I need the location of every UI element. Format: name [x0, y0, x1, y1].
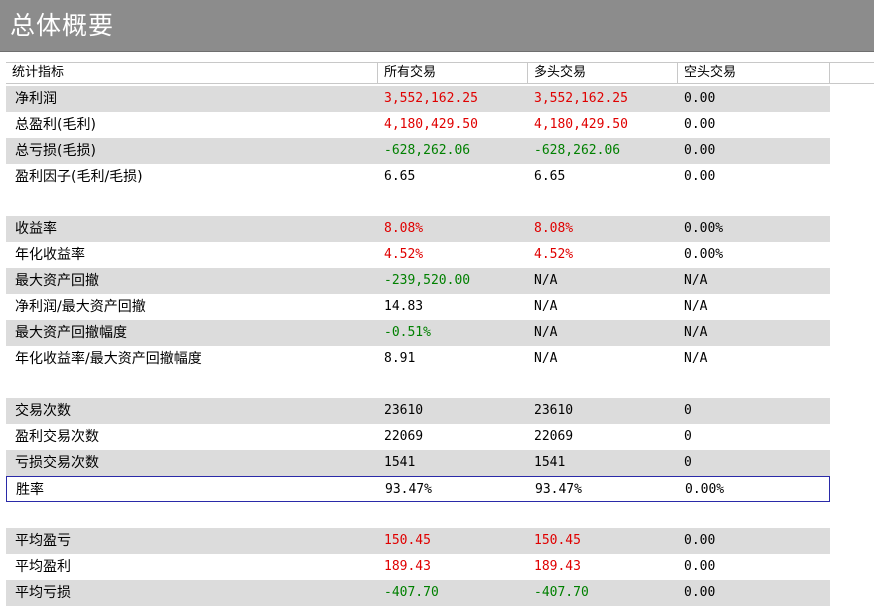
short-trades-value: 0: [684, 403, 692, 418]
all-trades-value: -407.70: [384, 585, 439, 600]
all-trades-value: 8.08%: [384, 221, 424, 236]
all-trades-value: -239,520.00: [384, 273, 471, 288]
metric-label: 平均盈利: [15, 559, 71, 575]
long-trades-value: N/A: [534, 351, 558, 366]
all-trades-value: 1541: [384, 455, 416, 470]
short-trades-value: 0.00%: [684, 247, 724, 262]
all-trades-value: -628,262.06: [384, 143, 471, 158]
table-row[interactable]: 平均盈利 189.43 189.43 0.00: [6, 554, 830, 580]
column-header-short-trades[interactable]: 空头交易: [678, 63, 830, 83]
all-trades-value: 23610: [384, 403, 424, 418]
short-trades-value: 0.00: [684, 169, 716, 184]
short-trades-value: 0.00: [684, 559, 716, 574]
table-row[interactable]: 交易次数 23610 23610 0: [6, 398, 830, 424]
metric-label: 交易次数: [15, 403, 71, 419]
short-trades-value: N/A: [684, 325, 708, 340]
long-trades-value: 8.08%: [534, 221, 574, 236]
column-header-all-trades[interactable]: 所有交易: [378, 63, 528, 83]
table-row[interactable]: 平均盈亏 150.45 150.45 0.00: [6, 528, 830, 554]
metric-label: 净利润/最大资产回撤: [15, 299, 146, 315]
table-row[interactable]: 盈利交易次数 22069 22069 0: [6, 424, 830, 450]
column-header-long-trades[interactable]: 多头交易: [528, 63, 678, 83]
long-trades-value: 23610: [534, 403, 574, 418]
table-row[interactable]: 年化收益率 4.52% 4.52% 0.00%: [6, 242, 830, 268]
metric-label: 总盈利(毛利): [15, 117, 96, 133]
long-trades-value: 93.47%: [535, 482, 582, 497]
all-trades-value: 8.91: [384, 351, 416, 366]
all-trades-value: 189.43: [384, 559, 431, 574]
metric-label: 平均盈亏: [15, 533, 71, 549]
long-trades-value: 4,180,429.50: [534, 117, 628, 132]
metric-label: 亏损交易次数: [15, 455, 99, 471]
all-trades-value: 3,552,162.25: [384, 91, 478, 106]
table-row[interactable]: 净利润/最大资产回撤 14.83 N/A N/A: [6, 294, 830, 320]
short-trades-value: 0: [684, 429, 692, 444]
long-trades-value: N/A: [534, 325, 558, 340]
spacer-row: [6, 372, 830, 398]
metric-label: 总亏损(毛损): [15, 143, 96, 159]
short-trades-value: N/A: [684, 299, 708, 314]
column-header-metric[interactable]: 统计指标: [6, 63, 378, 83]
spacer-row: [6, 502, 830, 528]
short-trades-value: 0.00: [684, 143, 716, 158]
table-row[interactable]: 收益率 8.08% 8.08% 0.00%: [6, 216, 830, 242]
metric-label: 盈利交易次数: [15, 429, 99, 445]
all-trades-value: 14.83: [384, 299, 424, 314]
all-trades-value: 93.47%: [385, 482, 432, 497]
all-trades-value: 22069: [384, 429, 424, 444]
all-trades-value: -0.51%: [384, 325, 431, 340]
short-trades-value: 0.00: [684, 533, 716, 548]
metric-label: 平均亏损: [15, 585, 71, 601]
all-trades-value: 6.65: [384, 169, 416, 184]
metric-label: 年化收益率/最大资产回撤幅度: [15, 351, 202, 367]
metric-label: 最大资产回撤: [15, 273, 99, 289]
metric-label: 净利润: [15, 91, 57, 107]
short-trades-value: 0.00: [684, 585, 716, 600]
metric-label: 收益率: [15, 221, 57, 237]
short-trades-value: 0.00: [684, 117, 716, 132]
long-trades-value: 150.45: [534, 533, 581, 548]
short-trades-value: N/A: [684, 351, 708, 366]
long-trades-value: 6.65: [534, 169, 566, 184]
long-trades-value: 22069: [534, 429, 574, 444]
short-trades-value: 0: [684, 455, 692, 470]
long-trades-value: 1541: [534, 455, 566, 470]
short-trades-value: 0.00%: [685, 482, 725, 497]
page-title: 总体概要: [10, 11, 115, 40]
all-trades-value: 4,180,429.50: [384, 117, 478, 132]
long-trades-value: 3,552,162.25: [534, 91, 628, 106]
short-trades-value: 0.00%: [684, 221, 724, 236]
short-trades-value: N/A: [684, 273, 708, 288]
table-row[interactable]: 最大资产回撤 -239,520.00 N/A N/A: [6, 268, 830, 294]
table-row[interactable]: 亏损交易次数 1541 1541 0: [6, 450, 830, 476]
long-trades-value: 4.52%: [534, 247, 574, 262]
spacer-row: [6, 190, 830, 216]
table-row[interactable]: 平均亏损 -407.70 -407.70 0.00: [6, 580, 830, 606]
summary-banner: 总体概要: [0, 0, 874, 52]
metric-label: 胜率: [16, 482, 44, 498]
long-trades-value: -407.70: [534, 585, 589, 600]
table-row[interactable]: 总盈利(毛利) 4,180,429.50 4,180,429.50 0.00: [6, 112, 830, 138]
metric-label: 盈利因子(毛利/毛损): [15, 169, 143, 185]
table-row[interactable]: 胜率 93.47% 93.47% 0.00%: [6, 476, 830, 502]
long-trades-value: -628,262.06: [534, 143, 621, 158]
long-trades-value: N/A: [534, 299, 558, 314]
metric-label: 最大资产回撤幅度: [15, 325, 127, 341]
all-trades-value: 150.45: [384, 533, 431, 548]
table-row[interactable]: 盈利因子(毛利/毛损) 6.65 6.65 0.00: [6, 164, 830, 190]
table-row[interactable]: 最大资产回撤幅度 -0.51% N/A N/A: [6, 320, 830, 346]
metric-label: 年化收益率: [15, 247, 85, 263]
table-row[interactable]: 总亏损(毛损) -628,262.06 -628,262.06 0.00: [6, 138, 830, 164]
short-trades-value: 0.00: [684, 91, 716, 106]
all-trades-value: 4.52%: [384, 247, 424, 262]
long-trades-value: 189.43: [534, 559, 581, 574]
table-row[interactable]: 净利润 3,552,162.25 3,552,162.25 0.00: [6, 86, 830, 112]
table-row[interactable]: 年化收益率/最大资产回撤幅度 8.91 N/A N/A: [6, 346, 830, 372]
long-trades-value: N/A: [534, 273, 558, 288]
table-header: 统计指标 所有交易 多头交易 空头交易: [6, 62, 874, 84]
stats-table-body: 净利润 3,552,162.25 3,552,162.25 0.00 总盈利(毛利) 4,…: [6, 86, 830, 606]
